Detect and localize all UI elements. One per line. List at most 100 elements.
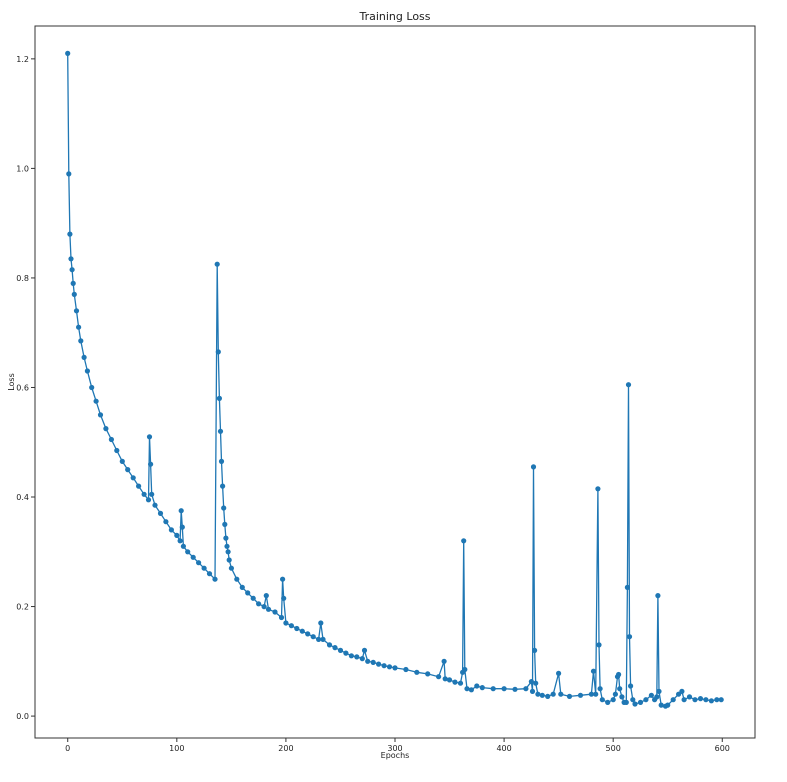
data-point — [76, 324, 82, 330]
data-point — [69, 267, 75, 273]
data-point — [130, 475, 136, 481]
data-point — [283, 620, 289, 626]
data-point — [265, 606, 272, 612]
y-tick-label: 1.2 — [16, 55, 29, 64]
x-tick-label: 100 — [169, 744, 184, 753]
data-point — [590, 668, 597, 674]
data-point — [278, 614, 285, 621]
data-point — [462, 666, 468, 673]
data-point — [528, 679, 535, 685]
data-point — [625, 382, 632, 388]
data-point — [67, 231, 73, 237]
data-point — [141, 491, 147, 497]
data-point — [65, 50, 71, 57]
data-point — [530, 464, 537, 470]
data-point — [245, 590, 251, 596]
data-point — [468, 687, 474, 693]
data-point — [305, 631, 311, 637]
data-point — [354, 654, 360, 660]
data-point — [681, 697, 687, 703]
data-point — [180, 543, 186, 549]
data-point — [310, 634, 316, 640]
data-point — [145, 497, 152, 503]
data-point — [703, 697, 709, 703]
data-point — [392, 665, 398, 671]
data-point — [442, 676, 448, 682]
data-point — [623, 699, 629, 706]
data-point — [261, 604, 267, 610]
data-point — [708, 698, 715, 704]
data-point — [215, 349, 221, 355]
data-point — [361, 647, 368, 654]
data-point — [119, 458, 125, 464]
data-point — [250, 595, 256, 601]
data-point — [501, 686, 507, 692]
data-point — [597, 686, 603, 692]
data-point — [512, 686, 518, 692]
data-point — [263, 593, 269, 599]
y-axis-label: Loss — [7, 373, 16, 391]
data-point — [558, 691, 564, 697]
data-point — [71, 291, 77, 297]
data-point — [70, 280, 76, 286]
x-axis-ticks: 0 100 200 300 400 500 600 — [65, 738, 730, 753]
data-point — [281, 595, 287, 601]
data-point — [665, 702, 671, 708]
data-point — [81, 354, 87, 360]
data-point — [658, 702, 664, 708]
data-point — [610, 697, 616, 703]
data-point — [403, 666, 409, 673]
data-point — [655, 593, 661, 599]
data-point — [223, 535, 229, 541]
data-point — [89, 384, 95, 391]
data-point — [66, 171, 72, 177]
data-point — [148, 461, 154, 467]
data-point — [68, 256, 74, 262]
data-point — [619, 694, 625, 700]
data-point — [718, 697, 724, 703]
data-point — [596, 642, 602, 648]
data-point — [294, 625, 300, 632]
data-point — [97, 412, 104, 418]
data-point — [686, 694, 693, 700]
data-point — [157, 510, 164, 516]
data-point — [152, 502, 158, 508]
data-point — [217, 428, 224, 434]
data-point — [222, 521, 228, 528]
data-point — [535, 691, 541, 697]
data-point — [612, 691, 619, 697]
data-point — [318, 620, 324, 626]
data-point — [446, 677, 453, 683]
x-tick-label: 0 — [65, 744, 70, 753]
data-point — [654, 694, 660, 700]
data-point — [163, 519, 169, 525]
y-tick-label: 0.4 — [16, 493, 29, 502]
data-point — [566, 693, 573, 700]
data-point — [637, 699, 644, 706]
data-point — [228, 565, 234, 571]
x-tick-label: 400 — [496, 744, 511, 753]
data-point — [479, 685, 485, 691]
data-point — [185, 549, 191, 555]
data-point — [714, 697, 720, 703]
data-point — [643, 697, 649, 703]
data-point — [239, 584, 245, 591]
data-point — [214, 261, 220, 267]
data-point — [177, 538, 183, 544]
data-point — [136, 483, 142, 489]
data-point — [225, 549, 231, 555]
data-point — [196, 560, 202, 566]
data-point — [103, 426, 109, 432]
data-point — [226, 557, 232, 563]
data-point — [630, 697, 636, 703]
data-point — [78, 338, 84, 344]
data-point — [212, 576, 218, 582]
data-point — [539, 692, 545, 698]
data-point — [617, 686, 623, 692]
y-tick-label: 0.2 — [16, 603, 29, 612]
data-point — [299, 628, 305, 634]
data-point — [220, 483, 226, 489]
data-point — [550, 691, 556, 697]
data-point — [234, 576, 240, 582]
